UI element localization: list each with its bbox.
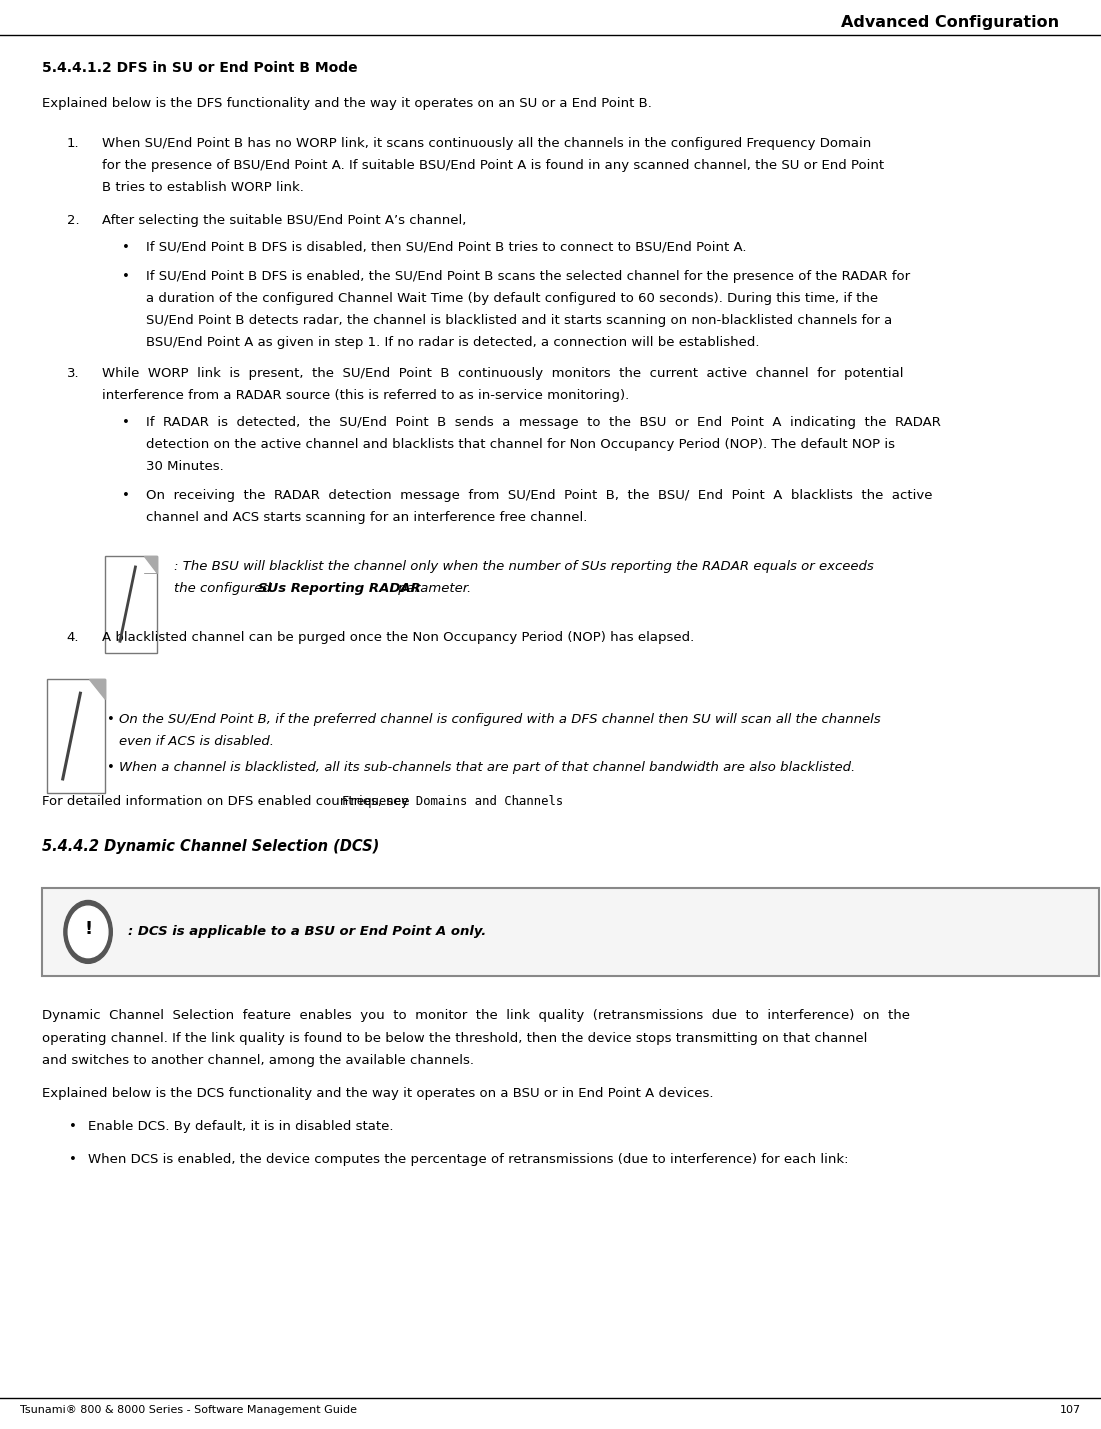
Text: interference from a RADAR source (this is referred to as in-service monitoring).: interference from a RADAR source (this i… bbox=[102, 389, 630, 402]
Text: for the presence of BSU/End Point A. If suitable BSU/End Point A is found in any: for the presence of BSU/End Point A. If … bbox=[102, 159, 884, 171]
Text: 5.4.4.1.2 DFS in SU or End Point B Mode: 5.4.4.1.2 DFS in SU or End Point B Mode bbox=[42, 61, 358, 76]
Polygon shape bbox=[89, 679, 105, 699]
Bar bbox=[47, 679, 105, 793]
Text: BSU/End Point A as given in step 1. If no radar is detected, a connection will b: BSU/End Point A as given in step 1. If n… bbox=[146, 336, 760, 349]
Text: A blacklisted channel can be purged once the Non Occupancy Period (NOP) has elap: A blacklisted channel can be purged once… bbox=[102, 630, 695, 643]
Polygon shape bbox=[144, 556, 157, 573]
Text: 5.4.4.2 Dynamic Channel Selection (DCS): 5.4.4.2 Dynamic Channel Selection (DCS) bbox=[42, 839, 379, 855]
Circle shape bbox=[68, 906, 108, 957]
Text: On  receiving  the  RADAR  detection  message  from  SU/End  Point  B,  the  BSU: On receiving the RADAR detection message… bbox=[146, 489, 933, 502]
Text: •: • bbox=[122, 242, 130, 254]
Text: Tsunami® 800 & 8000 Series - Software Management Guide: Tsunami® 800 & 8000 Series - Software Ma… bbox=[20, 1405, 357, 1415]
Text: channel and ACS starts scanning for an interference free channel.: channel and ACS starts scanning for an i… bbox=[146, 512, 588, 524]
Text: If SU/End Point B DFS is disabled, then SU/End Point B tries to connect to BSU/E: If SU/End Point B DFS is disabled, then … bbox=[146, 242, 746, 254]
Bar bbox=[105, 556, 157, 653]
Text: a duration of the configured Channel Wait Time (by default configured to 60 seco: a duration of the configured Channel Wai… bbox=[146, 292, 879, 304]
Text: On the SU/End Point B, if the preferred channel is configured with a DFS channel: On the SU/End Point B, if the preferred … bbox=[119, 713, 881, 726]
Text: SUs Reporting RADAR: SUs Reporting RADAR bbox=[258, 582, 421, 594]
Text: •: • bbox=[106, 713, 113, 726]
Text: and switches to another channel, among the available channels.: and switches to another channel, among t… bbox=[42, 1053, 473, 1066]
Text: •: • bbox=[69, 1153, 77, 1166]
Text: parameter.: parameter. bbox=[394, 582, 471, 594]
Text: •: • bbox=[106, 762, 113, 775]
Circle shape bbox=[64, 900, 112, 963]
Text: 1.: 1. bbox=[67, 137, 79, 150]
Text: •: • bbox=[122, 489, 130, 502]
Text: detection on the active channel and blacklists that channel for Non Occupancy Pe: detection on the active channel and blac… bbox=[146, 437, 895, 452]
Text: •: • bbox=[69, 1120, 77, 1133]
Text: Enable DCS. By default, it is in disabled state.: Enable DCS. By default, it is in disable… bbox=[88, 1120, 393, 1133]
Text: While  WORP  link  is  present,  the  SU/End  Point  B  continuously  monitors  : While WORP link is present, the SU/End P… bbox=[102, 367, 904, 380]
Text: Explained below is the DFS functionality and the way it operates on an SU or a E: Explained below is the DFS functionality… bbox=[42, 97, 652, 110]
Text: B tries to establish WORP link.: B tries to establish WORP link. bbox=[102, 181, 304, 194]
Text: 107: 107 bbox=[1060, 1405, 1081, 1415]
Text: operating channel. If the link quality is found to be below the threshold, then : operating channel. If the link quality i… bbox=[42, 1032, 868, 1045]
Text: After selecting the suitable BSU/End Point A’s channel,: After selecting the suitable BSU/End Poi… bbox=[102, 214, 467, 227]
Text: Advanced Configuration: Advanced Configuration bbox=[841, 16, 1059, 30]
Text: •: • bbox=[122, 270, 130, 283]
Text: .: . bbox=[516, 795, 521, 807]
Text: If SU/End Point B DFS is enabled, the SU/End Point B scans the selected channel : If SU/End Point B DFS is enabled, the SU… bbox=[146, 270, 911, 283]
Text: When SU/End Point B has no WORP link, it scans continuously all the channels in : When SU/End Point B has no WORP link, it… bbox=[102, 137, 872, 150]
Text: If  RADAR  is  detected,  the  SU/End  Point  B  sends  a  message  to  the  BSU: If RADAR is detected, the SU/End Point B… bbox=[146, 416, 941, 429]
Text: For detailed information on DFS enabled countries, see: For detailed information on DFS enabled … bbox=[42, 795, 414, 807]
Text: : The BSU will blacklist the channel only when the number of SUs reporting the R: : The BSU will blacklist the channel onl… bbox=[174, 560, 874, 573]
Text: 2.: 2. bbox=[67, 214, 79, 227]
Text: the configured: the configured bbox=[174, 582, 275, 594]
Text: •: • bbox=[122, 416, 130, 429]
Text: Frequency Domains and Channels: Frequency Domains and Channels bbox=[341, 795, 563, 807]
Text: SU/End Point B detects radar, the channel is blacklisted and it starts scanning : SU/End Point B detects radar, the channe… bbox=[146, 314, 893, 327]
Text: 3.: 3. bbox=[67, 367, 79, 380]
Text: When DCS is enabled, the device computes the percentage of retransmissions (due : When DCS is enabled, the device computes… bbox=[88, 1153, 849, 1166]
Text: When a channel is blacklisted, all its sub-channels that are part of that channe: When a channel is blacklisted, all its s… bbox=[119, 762, 855, 775]
Text: Explained below is the DCS functionality and the way it operates on a BSU or in : Explained below is the DCS functionality… bbox=[42, 1087, 713, 1100]
Text: Dynamic  Channel  Selection  feature  enables  you  to  monitor  the  link  qual: Dynamic Channel Selection feature enable… bbox=[42, 1009, 909, 1022]
FancyBboxPatch shape bbox=[42, 887, 1099, 976]
Text: !: ! bbox=[84, 920, 92, 937]
Text: even if ACS is disabled.: even if ACS is disabled. bbox=[119, 735, 274, 747]
Text: : DCS is applicable to a BSU or End Point A only.: : DCS is applicable to a BSU or End Poin… bbox=[128, 926, 486, 939]
Text: 30 Minutes.: 30 Minutes. bbox=[146, 460, 225, 473]
Text: 4.: 4. bbox=[67, 630, 79, 643]
